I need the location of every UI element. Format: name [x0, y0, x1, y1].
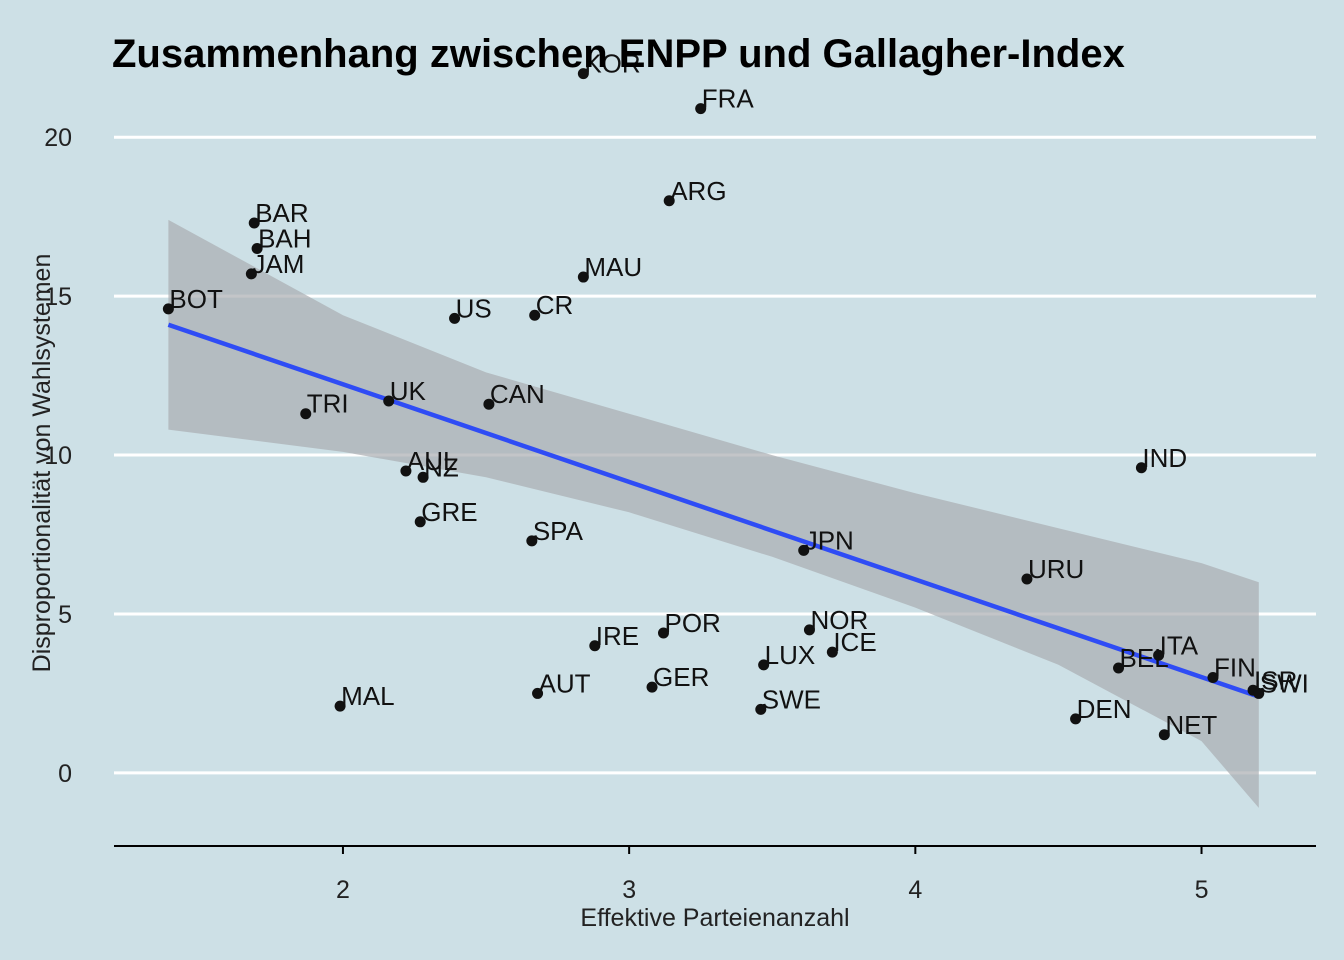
point-label-us: US [456, 293, 492, 323]
point-ire [589, 640, 601, 652]
point-label-ita: ITA [1160, 630, 1199, 660]
point-fin [1207, 672, 1219, 684]
point-label-jam: JAM [252, 249, 304, 279]
y-tick-label-5: 5 [58, 601, 72, 629]
point-swi [1253, 687, 1265, 699]
point-arg [663, 195, 675, 207]
point-label-uru: URU [1028, 554, 1084, 584]
point-fra [695, 103, 707, 115]
point-label-ger: GER [653, 662, 709, 692]
x-axis-title: Effektive Parteienanzahl [580, 904, 849, 932]
x-tick-label-5: 5 [1195, 876, 1209, 904]
point-label-ice: ICE [833, 627, 876, 657]
point-label-ire: IRE [596, 621, 639, 651]
point-label-nz: NZ [424, 452, 459, 482]
point-label-mal: MAL [341, 681, 394, 711]
point-gre [414, 516, 426, 528]
point-jam [245, 268, 257, 280]
point-net [1158, 729, 1170, 741]
point-label-swi: SWI [1260, 668, 1309, 698]
point-label-arg: ARG [670, 176, 726, 206]
point-label-den: DEN [1077, 694, 1132, 724]
x-tick-label-2: 2 [336, 876, 350, 904]
point-ita [1153, 649, 1165, 661]
point-label-isr: ISR [1254, 665, 1297, 695]
point-label-aul: AUL [407, 446, 458, 476]
point-label-net: NET [1165, 710, 1217, 740]
y-tick-label-20: 20 [44, 124, 72, 152]
point-label-kor: KOR [584, 49, 640, 79]
y-tick-label-10: 10 [44, 442, 72, 470]
x-ticks: 2 3 4 5 [336, 846, 1208, 904]
point-label-ind: IND [1142, 443, 1187, 473]
point-label-can: CAN [490, 379, 545, 409]
point-lux [758, 659, 770, 671]
point-can [483, 398, 495, 410]
point-uru [1021, 573, 1033, 585]
x-tick-label-4: 4 [908, 876, 922, 904]
point-ger [646, 681, 658, 693]
chart-title: Zusammenhang zwischen ENPP und Gallagher… [112, 32, 1125, 76]
point-label-por: POR [664, 608, 720, 638]
data-points-layer [162, 68, 1265, 741]
point-swe [755, 703, 767, 715]
point-jpn [798, 544, 810, 556]
y-tick-label-0: 0 [58, 760, 72, 788]
point-label-nor: NOR [810, 605, 868, 635]
point-label-bel: BEL [1120, 643, 1169, 673]
point-aut [532, 687, 544, 699]
trend-line-layer [167, 322, 1260, 699]
point-bar [248, 217, 260, 229]
point-bah [251, 242, 263, 254]
y-tick-label-15: 15 [44, 283, 72, 311]
point-spa [526, 535, 538, 547]
point-label-tri: TRI [307, 389, 349, 419]
y-axis-title: Disproportionalität von Wahlsystemen [28, 254, 56, 673]
point-label-swe: SWE [762, 684, 821, 714]
x-tick-label-3: 3 [622, 876, 636, 904]
point-label-spa: SPA [533, 516, 584, 546]
point-mal [334, 700, 346, 712]
point-ind [1135, 462, 1147, 474]
point-label-uk: UK [390, 376, 427, 406]
confidence-band [168, 219, 1259, 808]
point-bel [1113, 662, 1125, 674]
point-label-fin: FIN [1214, 653, 1256, 683]
point-label-bot: BOT [169, 284, 223, 314]
point-label-jpn: JPN [805, 525, 854, 555]
point-label-cr: CR [536, 290, 574, 320]
point-mau [577, 271, 589, 283]
point-label-gre: GRE [421, 497, 477, 527]
point-label-mau: MAU [584, 252, 642, 282]
point-uk [383, 395, 395, 407]
point-bot [162, 303, 174, 315]
point-label-bar: BAR [255, 198, 308, 228]
point-us [449, 312, 461, 324]
point-label-bah: BAH [258, 223, 311, 253]
point-nz [417, 471, 429, 483]
point-label-aut: AUT [539, 668, 591, 698]
point-label-fra: FRA [702, 84, 755, 114]
trend-line [167, 322, 1260, 699]
confidence-band-layer [168, 219, 1259, 808]
point-ice [826, 646, 838, 658]
point-tri [300, 408, 312, 420]
point-cr [529, 309, 541, 321]
point-kor [577, 68, 589, 80]
point-nor [803, 624, 815, 636]
point-den [1070, 713, 1082, 725]
point-label-lux: LUX [765, 640, 816, 670]
point-aul [400, 465, 412, 477]
point-por [657, 627, 669, 639]
y-ticks: 0 5 10 15 20 [44, 124, 72, 788]
